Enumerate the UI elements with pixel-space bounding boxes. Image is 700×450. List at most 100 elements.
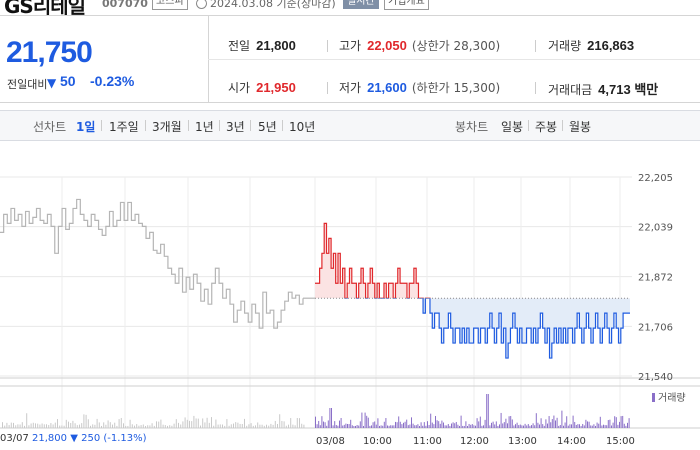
volume-bar (268, 425, 270, 428)
volume-bar (359, 421, 361, 428)
company-info-button[interactable]: 기업개요 (384, 0, 429, 10)
volume-bar (443, 422, 444, 428)
volume-bar (430, 413, 432, 428)
volume-bar (575, 424, 577, 428)
volume-bar (414, 425, 416, 428)
volume-bar (502, 423, 504, 428)
volume-bar (537, 422, 539, 428)
volume-bar (591, 425, 593, 428)
tab-3m[interactable]: 3개월 (152, 120, 182, 134)
volume-bar (186, 419, 188, 428)
x-tick-label: 13:00 (508, 436, 537, 447)
volume-bar (72, 420, 74, 428)
tab-monthly-candle[interactable]: 월봉 (569, 120, 592, 134)
volume-bar (377, 418, 379, 428)
volume-bar (587, 421, 588, 428)
x-axis-labels: 03/08 10:00 11:00 12:00 13:00 14:00 15:00 (316, 436, 635, 447)
tab-daily-candle[interactable]: 일봉 (501, 120, 524, 134)
volume-bar (215, 419, 217, 428)
divider (219, 120, 220, 131)
volume-bar (147, 425, 149, 428)
amount-value: 4,713 백만 (598, 82, 659, 97)
volume-bar (572, 415, 574, 428)
volume-bar (351, 425, 353, 428)
volume-bar (468, 423, 470, 428)
volume-bar (534, 425, 536, 428)
volume-bar (134, 425, 135, 428)
tab-1y[interactable]: 1년 (195, 120, 214, 134)
volume-bar (213, 425, 215, 428)
volume-bar (495, 421, 497, 428)
volume-bar (551, 419, 553, 428)
volume-bar (619, 421, 620, 428)
volume-bar (407, 425, 409, 428)
volume-bar (583, 425, 585, 428)
volume-bar (582, 423, 584, 428)
volume-bar (21, 422, 23, 428)
volume-bar (571, 424, 572, 428)
volume-bar (422, 425, 424, 428)
volume-bar (511, 419, 513, 428)
volume-value: 216,863 (587, 38, 635, 53)
volume-bar (323, 421, 324, 428)
high-label: 고가 (339, 39, 362, 53)
volume-bar (237, 422, 239, 428)
readout-price: 21,800 (32, 433, 68, 444)
volume-bar (615, 417, 617, 428)
candle-chart-label: 봉차트 (455, 120, 489, 134)
volume-bar (239, 423, 241, 428)
tab-10y[interactable]: 10년 (289, 120, 316, 134)
x-tick-label: 12:00 (460, 436, 489, 447)
today-up-line (315, 222, 431, 299)
volume-bar (340, 417, 342, 428)
volume-bar (521, 425, 523, 428)
volume-bar (26, 413, 28, 428)
volume-bar (574, 421, 576, 428)
volume-bar (444, 425, 446, 428)
stock-header: GS리테일 007070 코스피 2024.03.08 기준(장마감) 실시간 … (0, 0, 700, 18)
volume-bar (606, 425, 608, 428)
volume-bar (454, 423, 456, 428)
volume-bar (70, 422, 72, 428)
volume-bar (561, 410, 563, 428)
volume-bar (555, 420, 556, 428)
market-badge: 코스피 (152, 0, 188, 10)
volume-bar (321, 416, 323, 428)
x-tick-label: 03/08 (316, 436, 345, 447)
volume-bar (54, 422, 56, 428)
volume-bar (17, 424, 19, 428)
volume-bar (491, 422, 492, 428)
volume-bar (553, 415, 555, 428)
volume-bar (52, 424, 54, 428)
tab-1w[interactable]: 1주일 (109, 120, 139, 134)
realtime-button[interactable]: 실시간 (343, 0, 379, 9)
volume-bar (526, 425, 528, 428)
volume-bar (339, 420, 340, 428)
tab-5y[interactable]: 5년 (258, 120, 277, 134)
volume-bar (15, 425, 17, 428)
prev-close-label: 전일 (228, 39, 251, 53)
volume-bar (543, 425, 545, 428)
volume-bar (401, 424, 403, 428)
volume-bar (375, 424, 377, 428)
volume-bar (149, 425, 151, 428)
volume-bar (4, 425, 6, 428)
volume-bar (567, 425, 569, 428)
volume-bar (387, 425, 388, 428)
volume-bar (129, 419, 131, 428)
volume-bar (588, 421, 590, 428)
volume-bar (217, 424, 219, 428)
tab-3y[interactable]: 3년 (226, 120, 245, 134)
volume-bar (566, 416, 568, 428)
volume-bar (593, 424, 595, 428)
volume-bar (182, 421, 184, 428)
current-price: 21,750 (6, 36, 93, 69)
volume-bar (471, 424, 473, 428)
tab-weekly-candle[interactable]: 주봉 (535, 120, 558, 134)
tab-1d[interactable]: 1일 (76, 120, 96, 134)
volume-bar (50, 423, 52, 428)
volume-bar (277, 423, 278, 428)
volume-bar (438, 421, 440, 428)
volume-bar (101, 425, 102, 428)
